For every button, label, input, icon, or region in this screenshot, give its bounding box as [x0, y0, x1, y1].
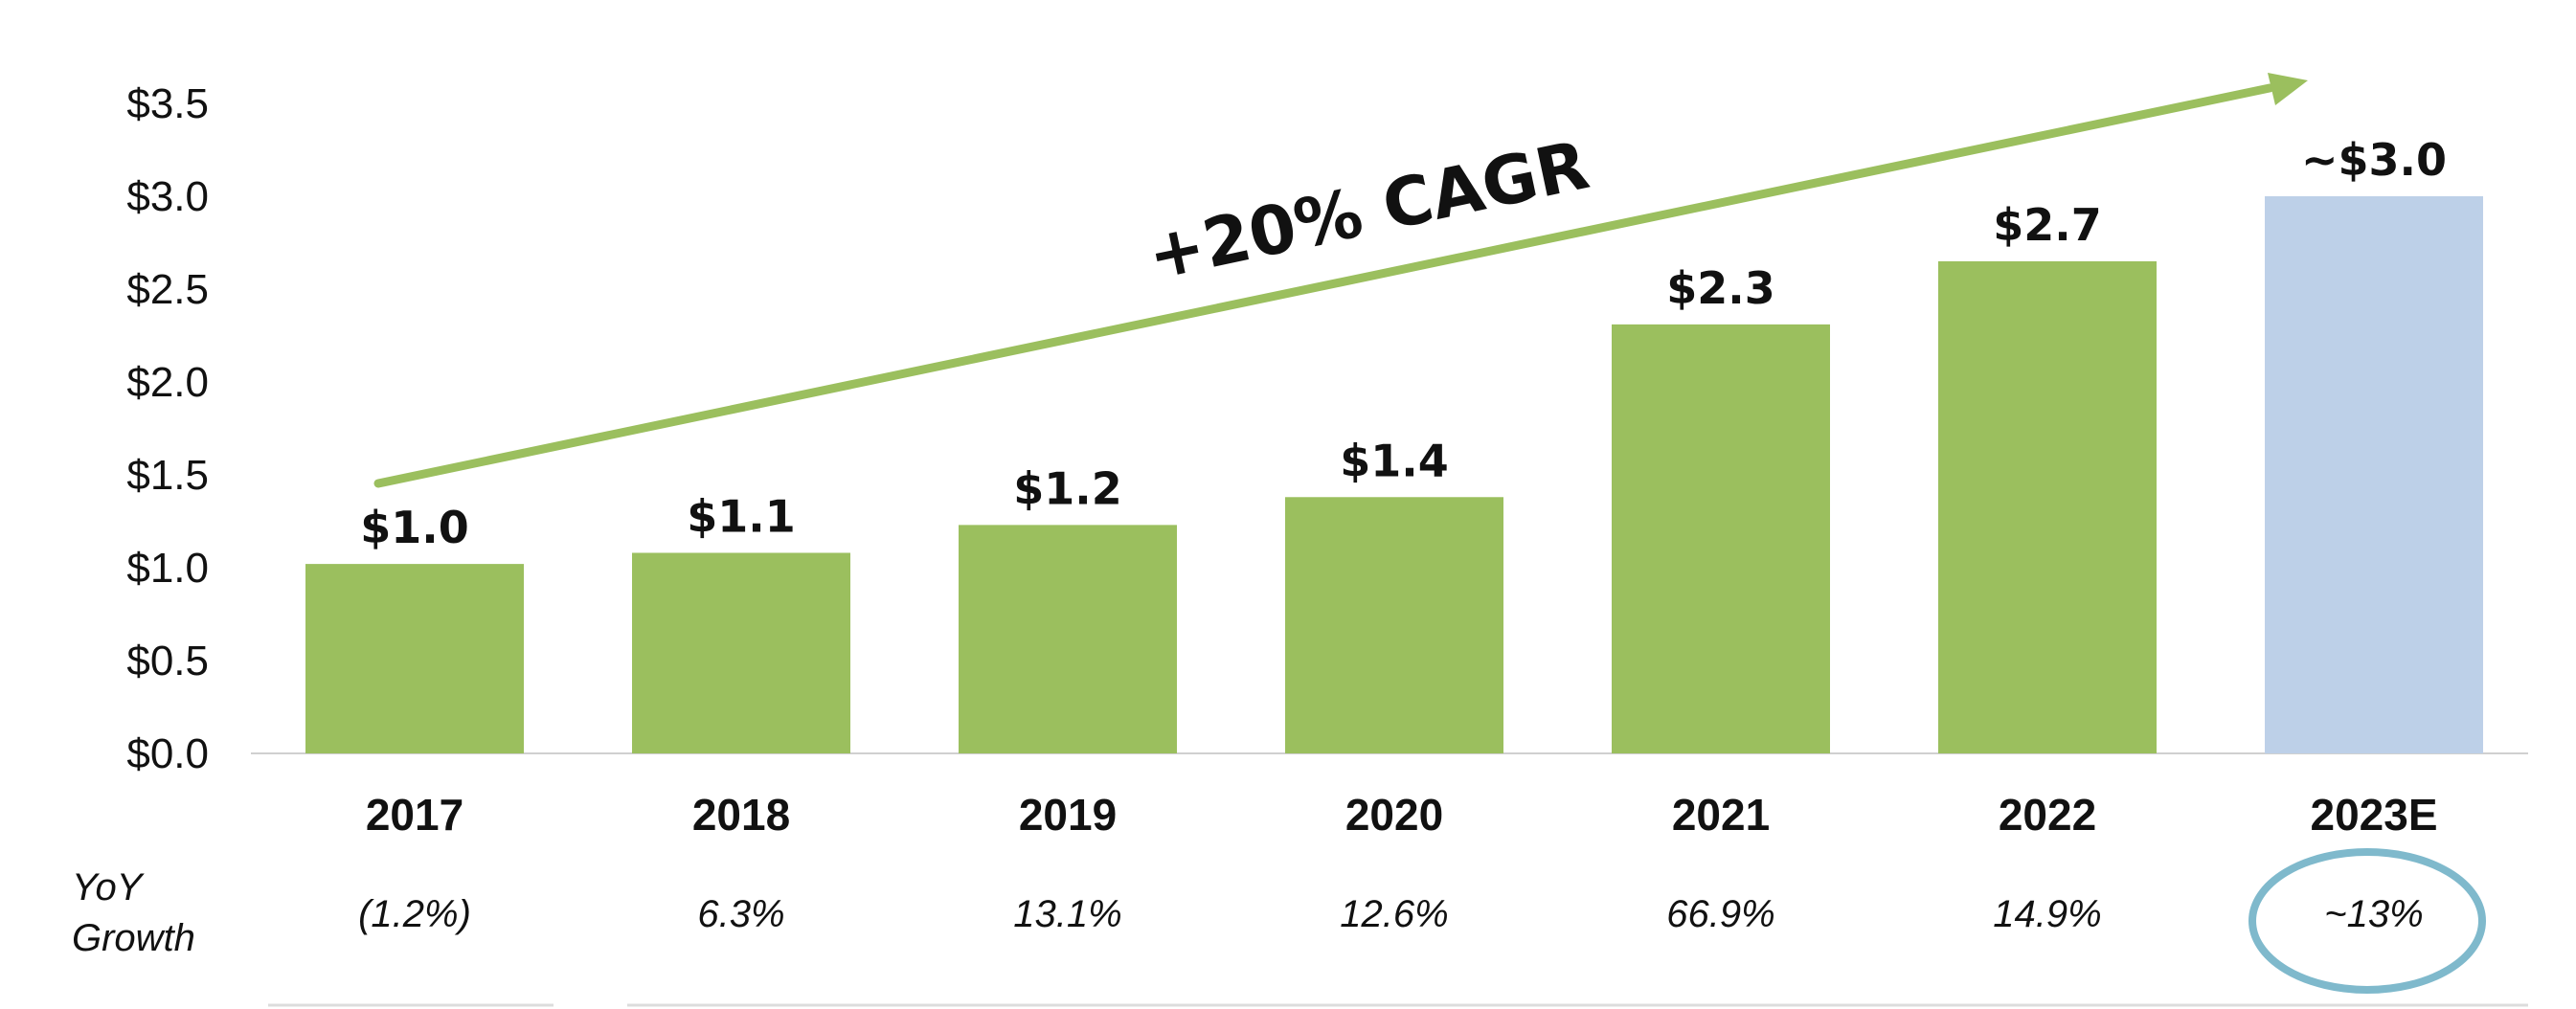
y-tick-label: $1.5 [126, 452, 209, 499]
x-tick-label-2023E: 2023E [2310, 790, 2437, 840]
data-label-2018: $1.1 [687, 490, 796, 542]
bar-2017 [305, 564, 524, 753]
data-label-2019: $1.2 [1013, 462, 1122, 514]
bar-2022 [1938, 260, 2157, 753]
y-tick-label: $0.0 [126, 730, 209, 777]
data-labels: $1.0 $1.1 $1.2 $1.4 $2.3 $2.7 ~$3.0 [360, 134, 2447, 553]
yoy-growth-value-2018: 6.3% [697, 893, 784, 935]
yoy-growth-value-2021: 66.9% [1666, 893, 1774, 935]
y-axis: $0.0 $0.5 $1.0 $1.5 $2.0 $2.5 $3.0 $3.5 [126, 80, 209, 777]
cagr-annotation: +20% CAGR [1141, 125, 1594, 295]
data-label-2020: $1.4 [1340, 435, 1449, 486]
x-tick-label-2021: 2021 [1672, 790, 1770, 840]
data-label-2021: $2.3 [1666, 262, 1775, 314]
yoy-growth-label-line1: YoY [72, 866, 146, 908]
yoy-growth-label-line2: Growth [72, 917, 195, 959]
x-tick-label-2022: 2022 [1999, 790, 2096, 840]
y-tick-label: $1.0 [126, 545, 209, 592]
data-label-2022: $2.7 [1993, 199, 2102, 251]
yoy-growth-value-2023E: ~13% [2324, 893, 2423, 935]
cagr-arrow [373, 73, 2308, 488]
data-label-2023E: ~$3.0 [2301, 134, 2447, 186]
bar-2020 [1285, 497, 1503, 753]
bar-2018 [632, 552, 850, 753]
yoy-growth-value-2019: 13.1% [1013, 893, 1121, 935]
y-tick-label: $2.5 [126, 266, 209, 313]
bar-2023E [2265, 196, 2483, 753]
bars [305, 196, 2483, 753]
x-tick-label-2017: 2017 [366, 790, 463, 840]
data-label-2017: $1.0 [360, 502, 469, 553]
x-tick-label-2019: 2019 [1019, 790, 1117, 840]
highlight-circle [2248, 848, 2486, 994]
yoy-growth-value-2020: 12.6% [1340, 893, 1448, 935]
yoy-growth-value-2017: (1.2%) [358, 893, 471, 935]
y-tick-label: $2.0 [126, 359, 209, 406]
yoy-growth-value-2022: 14.9% [1993, 893, 2101, 935]
y-tick-label: $3.0 [126, 173, 209, 220]
x-axis: 2017 2018 2019 2020 2021 2022 2023E [366, 790, 2438, 840]
cagr-arrow-head [2268, 73, 2308, 105]
bar-2019 [959, 525, 1177, 753]
x-tick-label-2018: 2018 [692, 790, 790, 840]
bar-2021 [1612, 324, 1830, 753]
x-tick-label-2020: 2020 [1345, 790, 1443, 840]
yoy-growth-row: (1.2%) 6.3% 13.1% 12.6% 66.9% 14.9% ~13% [358, 893, 2424, 935]
y-tick-label: $3.5 [126, 80, 209, 127]
cagr-arrow-line [373, 83, 2274, 488]
y-tick-label: $0.5 [126, 638, 209, 684]
